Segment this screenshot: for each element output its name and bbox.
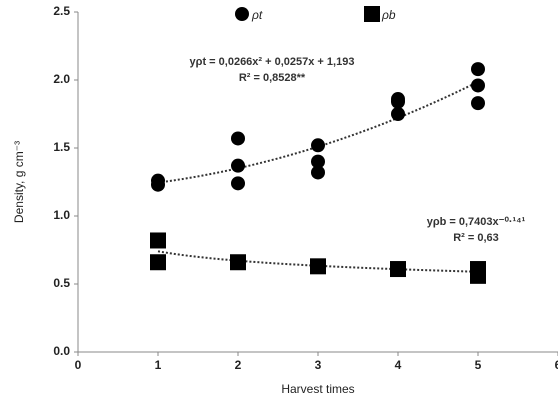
point	[391, 107, 405, 121]
point	[231, 131, 245, 146]
point	[150, 254, 166, 271]
y-axis-label: Density, g cm⁻³	[12, 141, 26, 223]
x-tick-label: 2	[235, 358, 242, 372]
y-tick-label: 0.5	[53, 276, 70, 290]
y-tick-label: 2.5	[53, 4, 70, 18]
trend-r2: R² = 0,63	[453, 232, 499, 244]
point	[390, 261, 406, 278]
x-tick-label: 6	[555, 358, 558, 372]
legend-marker	[364, 6, 380, 22]
y-tick-label: 1.5	[53, 140, 70, 154]
point	[231, 176, 245, 191]
legend-label: ρt	[251, 8, 263, 22]
y-tick-label: 2.0	[53, 72, 70, 86]
y-tick-label: 1.0	[53, 208, 70, 222]
x-tick-label: 5	[475, 358, 482, 372]
y-tick-label: 0.0	[53, 344, 70, 358]
point	[471, 62, 485, 77]
point	[471, 96, 485, 111]
point	[311, 165, 325, 180]
legend-label: ρb	[381, 8, 396, 22]
point	[310, 258, 326, 275]
point	[311, 138, 325, 153]
point	[151, 177, 165, 192]
x-tick-label: 3	[315, 358, 322, 372]
trend-r2: R² = 0,8528**	[239, 72, 306, 84]
trend-equation: yρb = 0,7403x⁻⁰·¹⁴¹	[427, 216, 526, 228]
point	[150, 232, 166, 249]
point	[470, 267, 486, 284]
point	[311, 154, 325, 169]
x-tick-label: 0	[75, 358, 82, 372]
x-tick-label: 4	[395, 358, 402, 372]
legend-marker	[235, 7, 249, 21]
point	[391, 94, 405, 109]
point	[471, 78, 485, 93]
x-axis-label: Harvest times	[281, 382, 354, 396]
point	[231, 158, 245, 173]
x-tick-label: 1	[155, 358, 162, 372]
point	[230, 254, 246, 271]
trend-equation: yρt = 0,0266x² + 0,0257x + 1,193	[190, 56, 355, 68]
